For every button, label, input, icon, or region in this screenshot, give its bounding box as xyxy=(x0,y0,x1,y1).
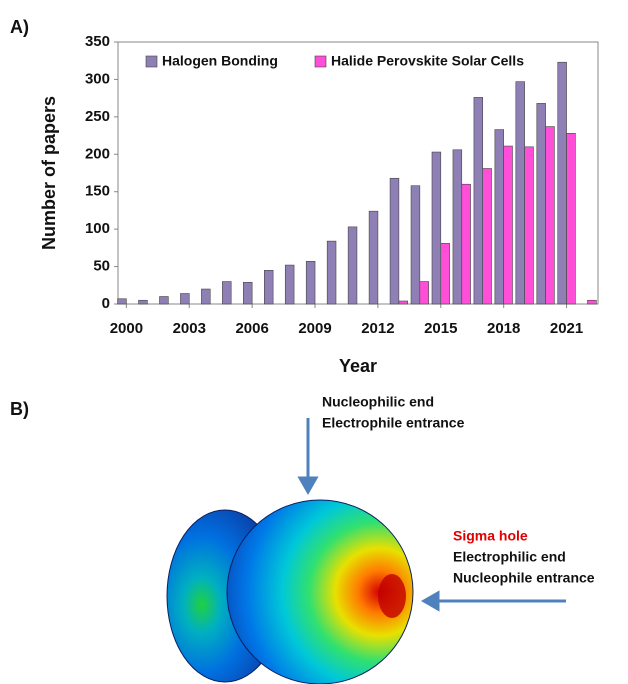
bar xyxy=(482,168,492,305)
x-tick-label: 2003 xyxy=(173,320,206,337)
legend-label: Halogen Bonding xyxy=(162,53,278,69)
x-tick-label: 2009 xyxy=(298,320,331,337)
bar xyxy=(503,145,513,305)
x-tick-label: 2006 xyxy=(235,320,268,337)
y-tick-label: 50 xyxy=(93,258,110,275)
panel-label: B) xyxy=(10,399,29,419)
y-tick-label: 200 xyxy=(85,145,110,162)
bar xyxy=(159,296,169,305)
y-tick-label: 100 xyxy=(85,220,110,237)
bar xyxy=(117,298,127,305)
plot-frame xyxy=(117,41,599,305)
bar xyxy=(545,126,555,305)
bar xyxy=(138,299,148,305)
bar xyxy=(557,61,567,305)
x-tick-label: 2000 xyxy=(110,320,143,337)
sphere xyxy=(226,499,414,684)
bar xyxy=(201,288,211,305)
x-tick-label: 2012 xyxy=(361,320,394,337)
bar xyxy=(410,185,421,305)
panel-label: A) xyxy=(10,17,29,37)
legend-swatch xyxy=(145,55,158,68)
molecule xyxy=(166,499,414,684)
x-tick-label: 2021 xyxy=(550,320,583,337)
bar xyxy=(452,149,463,305)
bar xyxy=(536,103,546,305)
arrows xyxy=(297,418,566,612)
x-axis-title: Year xyxy=(339,356,377,376)
bar xyxy=(305,261,316,305)
bar xyxy=(264,270,274,305)
bar xyxy=(431,151,442,305)
bar xyxy=(515,81,525,305)
bar xyxy=(524,146,534,305)
y-tick-label: 0 xyxy=(102,295,110,312)
bar xyxy=(419,281,429,305)
bar xyxy=(494,129,504,305)
bar xyxy=(243,281,253,305)
arrow-head xyxy=(420,590,440,612)
bar xyxy=(473,97,484,305)
annotation: Electrophilic end xyxy=(453,549,566,565)
annotation: Nucleophile entrance xyxy=(453,570,595,586)
bar xyxy=(368,210,379,305)
bar xyxy=(566,133,576,305)
bar xyxy=(587,299,597,305)
bar xyxy=(440,243,450,305)
bar xyxy=(284,264,295,305)
x-tick-label: 2015 xyxy=(424,320,457,337)
y-axis-title: Number of papers xyxy=(39,96,59,250)
y-tick-label: 150 xyxy=(85,183,110,200)
bar xyxy=(222,281,232,305)
y-tick-label: 350 xyxy=(85,33,110,50)
bar xyxy=(347,226,358,305)
bar xyxy=(180,293,190,305)
annotation: Sigma hole xyxy=(453,528,528,544)
x-tick-label: 2018 xyxy=(487,320,520,337)
annotation: Nucleophilic end xyxy=(322,394,434,410)
bar xyxy=(461,183,471,305)
bar xyxy=(398,300,408,305)
bar xyxy=(389,177,400,305)
arrow-head xyxy=(297,476,319,496)
sigma-hole xyxy=(378,574,406,618)
y-tick-label: 300 xyxy=(85,70,110,87)
annotation: Electrophile entrance xyxy=(322,415,465,431)
legend-label: Halide Perovskite Solar Cells xyxy=(331,53,524,69)
bar xyxy=(326,240,337,305)
y-tick-label: 250 xyxy=(85,108,110,125)
legend-swatch xyxy=(314,55,327,68)
chart: 0 50 100 150 200 250 300 350 2000 2003 2006 2009 201… xyxy=(39,33,599,376)
